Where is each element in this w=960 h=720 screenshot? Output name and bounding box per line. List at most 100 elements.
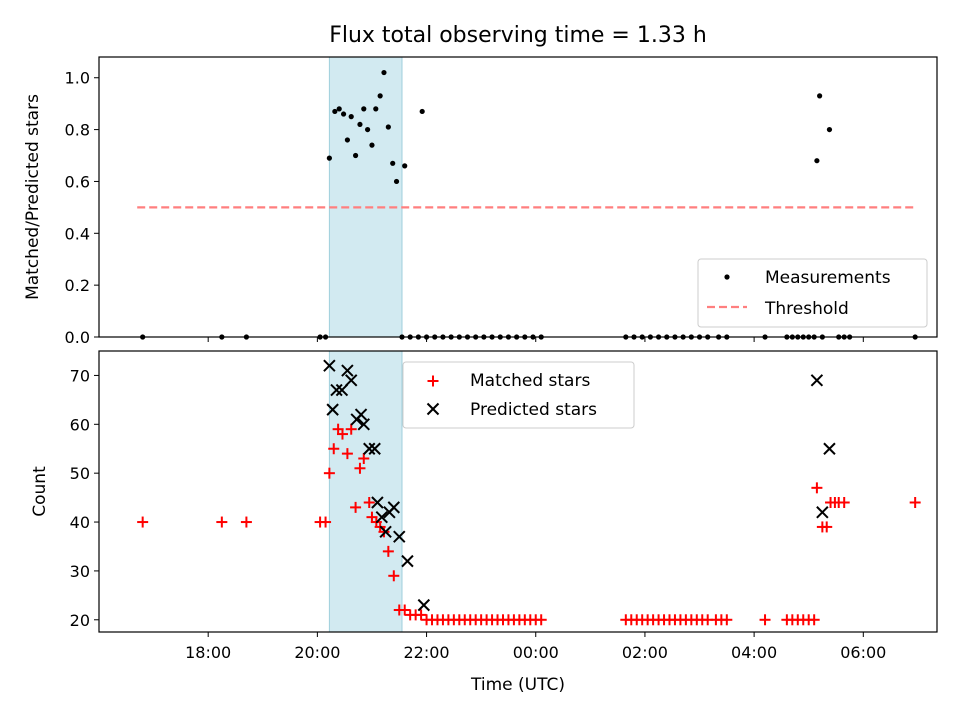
predicted-star-point-b bbox=[368, 442, 381, 455]
predicted-star-point bbox=[823, 442, 836, 455]
top-observing-interval bbox=[328, 56, 403, 338]
predicted-star-point-b bbox=[401, 554, 414, 568]
predicted-star-point bbox=[417, 598, 431, 612]
x-tick-label: 02:00 bbox=[622, 643, 668, 662]
matched-star-point bbox=[137, 516, 149, 528]
bottom-y-axis: 20 30 40 50 60 70 bbox=[70, 366, 99, 630]
predicted-star-point bbox=[375, 510, 388, 524]
bottom-legend: Matched stars Predicted stars bbox=[402, 361, 635, 429]
x-tick-label: 18:00 bbox=[185, 643, 231, 662]
top-marks bbox=[137, 69, 918, 340]
top-y-tick-label: 0.4 bbox=[65, 224, 90, 243]
legend-predicted-marker bbox=[426, 402, 440, 416]
predicted-star-point bbox=[345, 374, 358, 387]
predicted-star-point-b bbox=[357, 418, 370, 431]
predicted-star-point bbox=[816, 506, 829, 519]
measurement-point bbox=[352, 152, 359, 159]
bottom-y-tick-label: 30 bbox=[70, 562, 90, 581]
bottom-y-tick-label: 40 bbox=[70, 513, 90, 532]
matched-star-point bbox=[363, 496, 375, 508]
measurement-point bbox=[364, 126, 371, 133]
x-tick-label: 22:00 bbox=[404, 643, 450, 662]
legend-predicted-marker-b bbox=[426, 402, 440, 416]
matched-star-point bbox=[415, 609, 427, 621]
predicted-star-point bbox=[341, 364, 354, 377]
measurement-point bbox=[340, 111, 347, 117]
top-axes-frame bbox=[98, 56, 938, 338]
measurement-point bbox=[369, 142, 375, 148]
matched-star-point bbox=[345, 423, 357, 435]
bottom-axes-frame bbox=[98, 350, 938, 633]
matched-star-point bbox=[388, 570, 400, 582]
predicted-star-point-b bbox=[393, 530, 406, 543]
predicted-star-point-b bbox=[323, 359, 336, 372]
legend-predicted-label: Predicted stars bbox=[470, 400, 597, 420]
matched-star-point bbox=[909, 496, 921, 508]
measurement-point bbox=[377, 93, 383, 99]
top-legend: Measurements Threshold bbox=[697, 258, 928, 328]
top-legend-box bbox=[697, 258, 928, 328]
matched-star-point bbox=[240, 516, 252, 528]
predicted-star-point bbox=[354, 408, 368, 421]
predicted-star-point bbox=[368, 442, 381, 455]
predicted-star-point bbox=[387, 501, 401, 514]
predicted-star-point bbox=[335, 383, 349, 397]
bottom-y-tick-label: 20 bbox=[70, 611, 90, 630]
predicted-star-point bbox=[810, 374, 824, 387]
predicted-star-point-b bbox=[379, 525, 392, 539]
measurement-point bbox=[814, 158, 820, 164]
matched-star-point bbox=[350, 501, 362, 513]
matched-star-point bbox=[354, 462, 366, 474]
predicted-star-point-b bbox=[371, 496, 384, 509]
x-tick-label: 06:00 bbox=[840, 643, 886, 662]
measurement-point bbox=[357, 121, 363, 128]
top-y-tick-label: 0.6 bbox=[65, 172, 90, 191]
predicted-star-point-b bbox=[326, 403, 339, 416]
predicted-star-point-b bbox=[330, 383, 343, 397]
bottom-x-axis: 18:00 20:00 22:00 00:00 02:00 04:00 06:00 bbox=[185, 632, 886, 662]
matched-star-point bbox=[341, 448, 353, 460]
top-y-tick-label: 0.8 bbox=[65, 121, 90, 140]
top-y-tick-label: 0.2 bbox=[65, 276, 90, 295]
measurement-point bbox=[344, 137, 350, 143]
legend-threshold-label: Threshold bbox=[764, 299, 849, 319]
measurement-point bbox=[385, 124, 391, 130]
top-y-axis-label: Matched/Predicted stars bbox=[23, 94, 43, 300]
measurement-point bbox=[348, 114, 354, 120]
measurement-point bbox=[326, 155, 332, 161]
predicted-star-point bbox=[401, 554, 414, 568]
measurement-point bbox=[381, 69, 387, 76]
matched-star-point bbox=[721, 614, 733, 626]
bottom-y-tick-label: 70 bbox=[70, 366, 90, 385]
legend-matched-label: Matched stars bbox=[470, 371, 590, 391]
predicted-star-point-b bbox=[354, 408, 368, 421]
measurement-point bbox=[817, 93, 823, 99]
matched-star-point bbox=[323, 467, 335, 479]
bottom-y-axis-label: Count bbox=[30, 466, 50, 517]
matched-star-point bbox=[378, 526, 390, 538]
predicted-star-point bbox=[330, 383, 343, 397]
predicted-star-point bbox=[357, 418, 370, 431]
top-x-ticks bbox=[207, 337, 864, 342]
matched-star-point bbox=[838, 496, 850, 508]
measurement-point bbox=[332, 108, 338, 115]
legend-measurements-marker bbox=[724, 274, 730, 280]
matched-star-point bbox=[328, 443, 340, 455]
matched-star-point bbox=[358, 453, 370, 465]
predicted-star-point-b bbox=[810, 374, 824, 387]
predicted-star-point bbox=[363, 442, 376, 455]
top-y-tick-label: 1.0 bbox=[65, 69, 90, 88]
measurement-point bbox=[336, 106, 342, 112]
predicted-star-point-b bbox=[363, 442, 376, 455]
matched-star-point bbox=[336, 428, 348, 440]
x-axis-label: Time (UTC) bbox=[470, 675, 565, 695]
predicted-star-point bbox=[323, 359, 336, 372]
chart-title: Flux total observing time = 1.33 h bbox=[329, 23, 707, 48]
top-y-axis: 0.0 0.2 0.4 0.6 0.8 1.0 bbox=[65, 69, 99, 347]
predicted-star-point-b bbox=[335, 383, 349, 397]
bottom-observing-interval bbox=[328, 350, 403, 633]
predicted-star-point bbox=[379, 525, 392, 539]
bottom-marks bbox=[137, 359, 921, 626]
x-tick-label: 00:00 bbox=[513, 643, 559, 662]
